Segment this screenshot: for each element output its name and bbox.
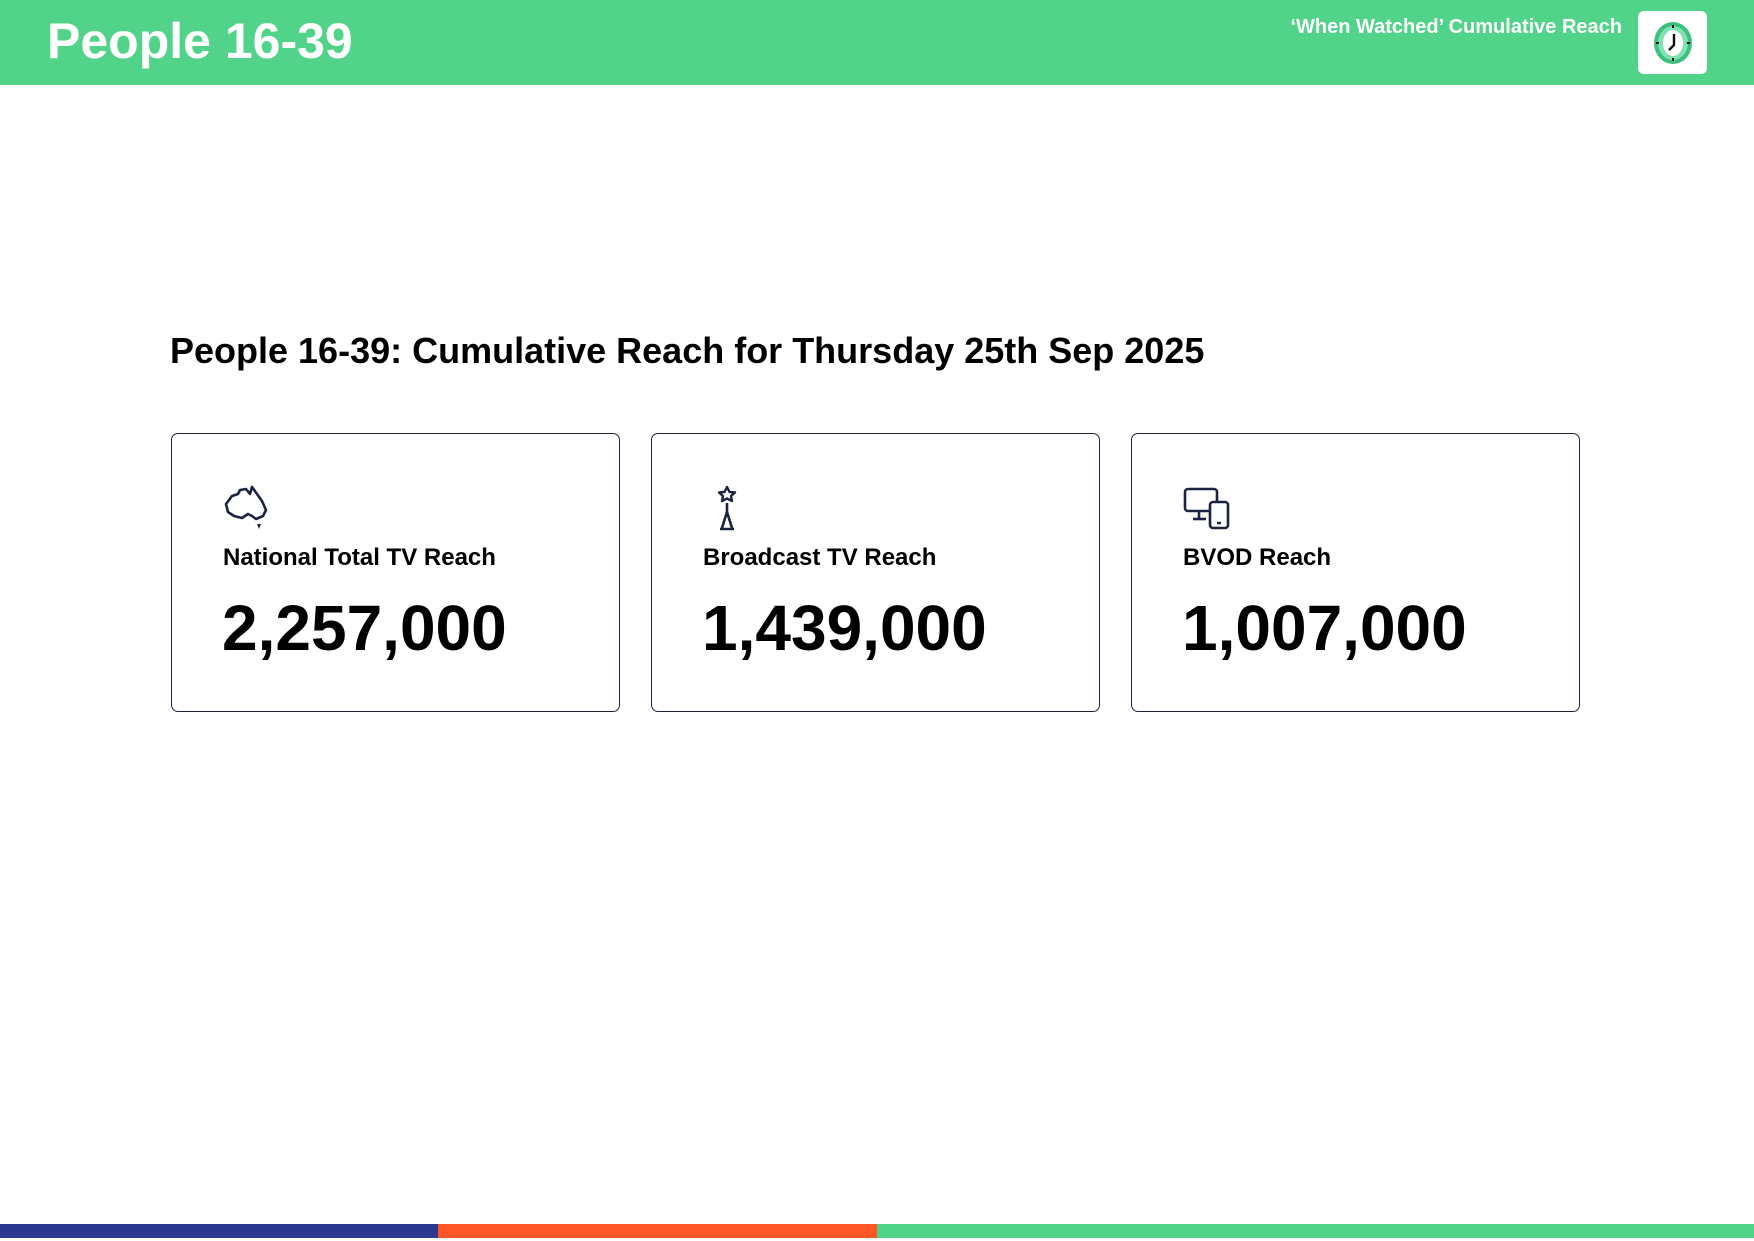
footer-bar-green <box>877 1224 1754 1238</box>
report-subtitle: ‘When Watched’ Cumulative Reach <box>1290 16 1622 38</box>
clock-icon <box>1638 11 1707 74</box>
broadcast-tower-icon <box>717 485 737 531</box>
card-label: National Total TV Reach <box>223 544 496 571</box>
card-bvod-reach: BVOD Reach 1,007,000 <box>1131 433 1580 712</box>
card-label: BVOD Reach <box>1183 544 1332 571</box>
australia-map-icon <box>224 485 268 529</box>
page-title: People 16-39 <box>47 13 353 69</box>
header-bar: People 16-39 ‘When Watched’ Cumulative R… <box>0 0 1754 85</box>
card-value: 1,007,000 <box>1182 592 1467 664</box>
card-label: Broadcast TV Reach <box>703 544 937 571</box>
footer-bar-orange <box>438 1224 877 1238</box>
card-value: 1,439,000 <box>702 592 987 664</box>
card-national-total-tv-reach: National Total TV Reach 2,257,000 <box>171 433 620 712</box>
section-heading: People 16-39: Cumulative Reach for Thurs… <box>170 330 1205 371</box>
footer-bar-navy <box>0 1224 438 1238</box>
card-broadcast-tv-reach: Broadcast TV Reach 1,439,000 <box>651 433 1100 712</box>
card-value: 2,257,000 <box>222 592 507 664</box>
devices-icon <box>1183 487 1230 530</box>
